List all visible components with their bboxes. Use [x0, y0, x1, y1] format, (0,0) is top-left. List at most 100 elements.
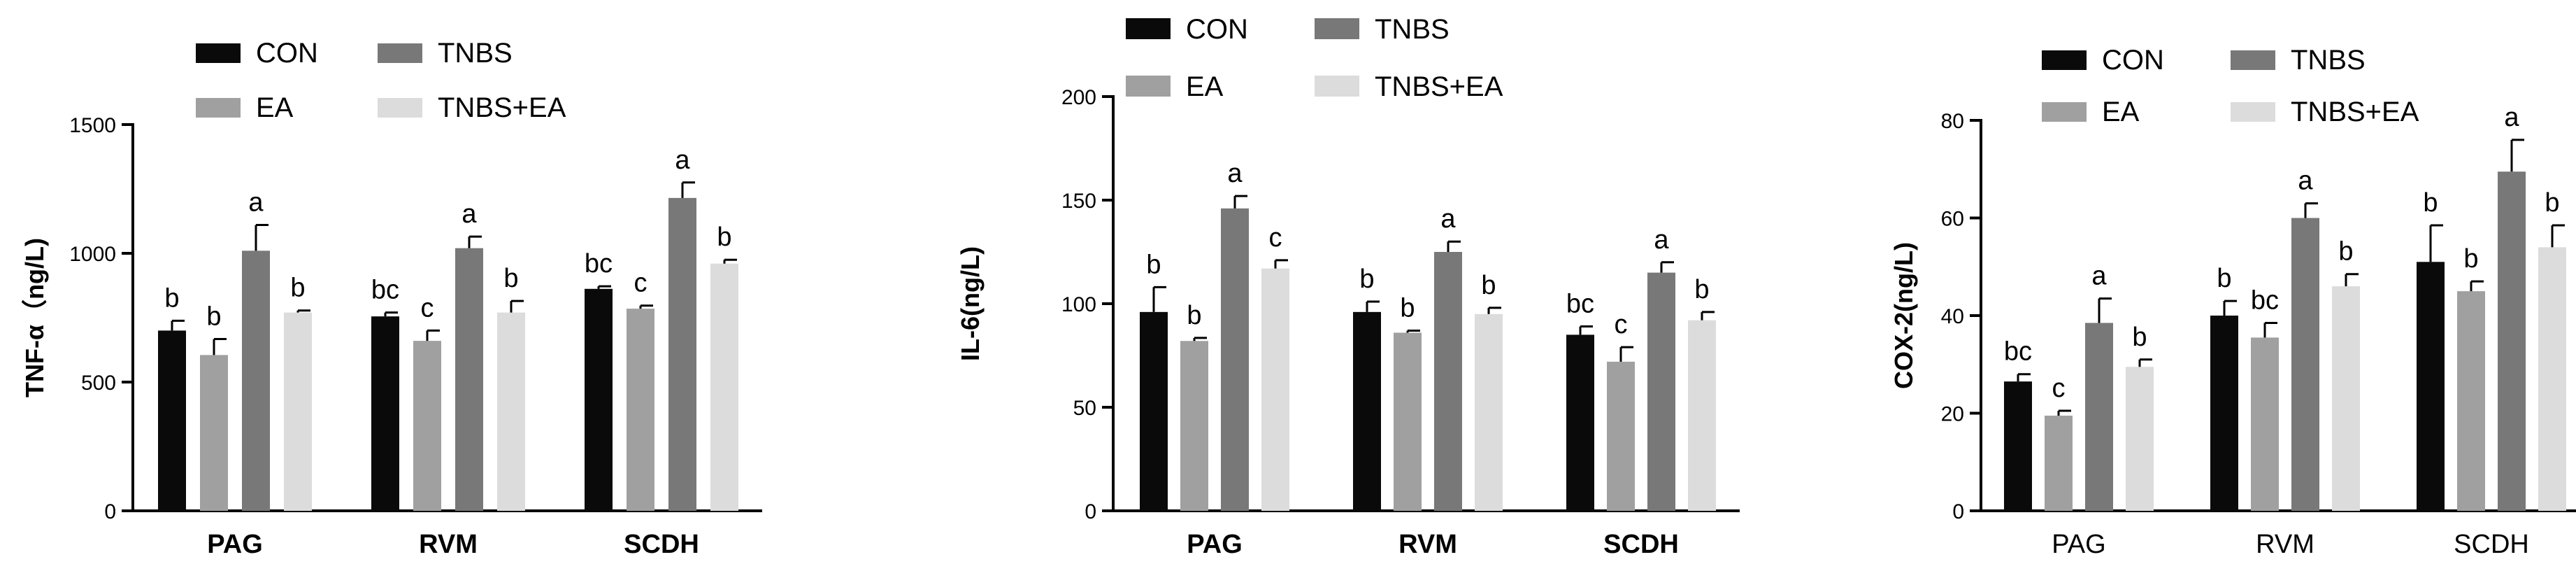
- bar-tnbs-pag: [1221, 208, 1249, 511]
- legend-label: CON: [1186, 14, 1248, 45]
- legend-label: TNBS: [2291, 45, 2366, 76]
- significance-letter: a: [1654, 225, 1669, 255]
- bar-tnbs-scdh: [668, 197, 696, 511]
- legend-label: EA: [1186, 71, 1224, 102]
- y-tick-label: 40: [1941, 305, 1964, 328]
- y-axis-label: TNF-α（ng/L): [20, 238, 49, 397]
- legend-label: TNBS: [1375, 14, 1450, 45]
- legend-label: TNBS+EA: [438, 92, 566, 123]
- y-tick-label: 200: [1061, 86, 1096, 109]
- bar-con-pag: [1140, 311, 1168, 511]
- significance-letter: bc: [2004, 337, 2032, 367]
- bar-con-scdh: [1566, 334, 1594, 511]
- bar-con-rvm: [2210, 316, 2238, 511]
- y-axis-label: COX-2(ng/L): [1889, 242, 1918, 389]
- legend-swatch-tnbs: [1315, 18, 1359, 39]
- bar-ea-pag: [1180, 341, 1208, 511]
- y-tick-label: 100: [1061, 293, 1096, 316]
- significance-letter: b: [206, 302, 221, 332]
- legend-label: EA: [2102, 97, 2140, 127]
- bar-ea-rvm: [413, 341, 441, 511]
- y-tick-label: 20: [1941, 403, 1964, 426]
- bar-tnbs-ea-scdh: [1688, 320, 1716, 511]
- x-category-label: PAG: [1187, 530, 1243, 559]
- significance-letter: c: [1615, 310, 1628, 339]
- x-category-label: RVM: [1398, 530, 1457, 559]
- bar-tnbs-scdh: [1647, 272, 1675, 511]
- legend-swatch-con: [1126, 18, 1171, 39]
- bar-tnbs-ea-pag: [2126, 367, 2154, 511]
- bar-ea-scdh: [627, 309, 654, 511]
- x-category-label: PAG: [207, 530, 263, 559]
- y-tick-label: 1500: [69, 114, 116, 137]
- y-tick-label: 0: [1085, 500, 1096, 523]
- y-tick-label: 60: [1941, 208, 1964, 231]
- x-category-label: RVM: [419, 530, 478, 559]
- bar-tnbs-ea-pag: [1261, 268, 1289, 511]
- significance-letter: b: [503, 264, 518, 293]
- significance-letter: a: [2091, 262, 2107, 291]
- significance-letter: b: [2545, 188, 2559, 218]
- legend-label: TNBS+EA: [2291, 97, 2419, 127]
- y-tick-label: 150: [1061, 190, 1096, 213]
- significance-letter: b: [2338, 237, 2353, 267]
- bar-tnbs-ea-rvm: [2332, 286, 2360, 511]
- y-axis-label: IL-6(ng/L): [956, 246, 985, 361]
- bar-ea-pag: [200, 355, 228, 511]
- bar-ea-rvm: [2251, 337, 2279, 511]
- legend-swatch-tnbs-ea: [2231, 102, 2275, 122]
- legend-label: TNBS: [438, 38, 513, 69]
- significance-letter: bc: [2251, 286, 2279, 315]
- significance-letter: a: [2298, 167, 2313, 196]
- bar-ea-rvm: [1394, 332, 1422, 511]
- significance-letter: b: [2217, 264, 2231, 293]
- x-category-label: PAG: [2052, 530, 2105, 559]
- bar-ea-pag: [2045, 415, 2073, 511]
- bar-tnbs-pag: [242, 251, 270, 511]
- bar-con-pag: [2004, 381, 2032, 511]
- significance-letter: c: [421, 293, 434, 323]
- significance-letter: b: [1694, 275, 1709, 304]
- legend-swatch-tnbs: [378, 43, 422, 63]
- bar-tnbs-ea-scdh: [710, 263, 738, 511]
- significance-letter: a: [248, 188, 264, 218]
- legend-swatch-con: [196, 43, 241, 63]
- legend-swatch-con: [2042, 50, 2087, 70]
- y-tick-label: 1000: [69, 243, 116, 266]
- significance-letter: a: [461, 199, 477, 229]
- bar-tnbs-rvm: [1434, 252, 1462, 511]
- bar-con-rvm: [1353, 311, 1381, 511]
- bar-ea-scdh: [2457, 291, 2485, 511]
- bar-tnbs-rvm: [455, 248, 483, 511]
- y-tick-label: 500: [81, 372, 116, 395]
- significance-letter: b: [2423, 188, 2438, 218]
- legend-swatch-tnbs-ea: [1315, 76, 1359, 97]
- y-tick-label: 0: [1952, 500, 1964, 523]
- x-category-label: SCDH: [2454, 530, 2529, 559]
- significance-letter: b: [1359, 265, 1374, 294]
- legend-label: CON: [256, 38, 318, 69]
- significance-letter: bc: [371, 276, 399, 305]
- significance-letter: a: [675, 146, 690, 175]
- legend-label: TNBS+EA: [1375, 71, 1503, 102]
- bar-ea-scdh: [1607, 361, 1635, 511]
- significance-letter: c: [1269, 223, 1282, 253]
- bar-tnbs-ea-rvm: [497, 312, 525, 511]
- bar-tnbs-ea-pag: [284, 312, 312, 511]
- x-category-label: RVM: [2256, 530, 2314, 559]
- significance-letter: bc: [585, 249, 613, 279]
- significance-letter: b: [2463, 244, 2478, 274]
- legend-label: CON: [2102, 45, 2164, 76]
- significance-letter: a: [1440, 204, 1456, 234]
- legend-label: EA: [256, 92, 294, 123]
- bar-tnbs-pag: [2085, 323, 2113, 511]
- legend-swatch-tnbs: [2231, 50, 2275, 70]
- bar-tnbs-ea-rvm: [1475, 313, 1503, 511]
- significance-letter: b: [717, 223, 731, 252]
- x-category-label: SCDH: [1603, 530, 1679, 559]
- significance-letter: bc: [1566, 290, 1594, 319]
